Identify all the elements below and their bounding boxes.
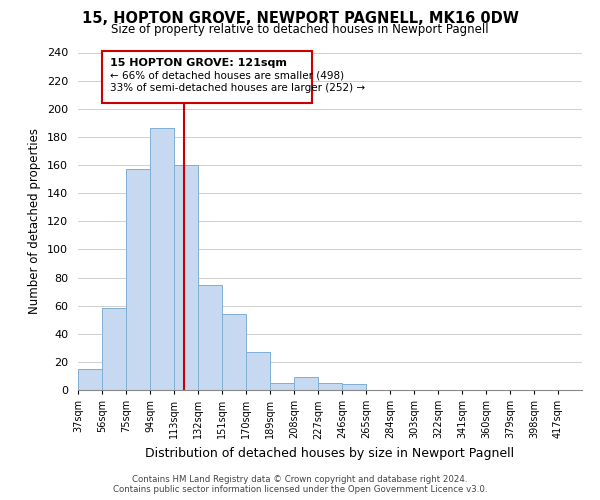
Text: 15 HOPTON GROVE: 121sqm: 15 HOPTON GROVE: 121sqm <box>110 58 286 68</box>
Bar <box>270 383 294 390</box>
Bar <box>174 165 198 390</box>
Text: 15, HOPTON GROVE, NEWPORT PAGNELL, MK16 0DW: 15, HOPTON GROVE, NEWPORT PAGNELL, MK16 … <box>82 11 518 26</box>
Text: Size of property relative to detached houses in Newport Pagnell: Size of property relative to detached ho… <box>111 22 489 36</box>
X-axis label: Distribution of detached houses by size in Newport Pagnell: Distribution of detached houses by size … <box>145 447 515 460</box>
Text: ← 66% of detached houses are smaller (498): ← 66% of detached houses are smaller (49… <box>110 71 344 81</box>
Text: 33% of semi-detached houses are larger (252) →: 33% of semi-detached houses are larger (… <box>110 84 365 94</box>
Text: Contains HM Land Registry data © Crown copyright and database right 2024.
Contai: Contains HM Land Registry data © Crown c… <box>113 474 487 494</box>
Bar <box>102 51 311 103</box>
Bar <box>78 369 102 390</box>
Bar <box>198 284 222 390</box>
Bar <box>318 383 342 390</box>
Bar <box>150 128 174 390</box>
Y-axis label: Number of detached properties: Number of detached properties <box>28 128 41 314</box>
Bar <box>246 352 270 390</box>
Bar <box>126 169 150 390</box>
Bar <box>222 314 246 390</box>
Bar <box>294 378 318 390</box>
Bar <box>342 384 366 390</box>
Bar <box>102 308 126 390</box>
